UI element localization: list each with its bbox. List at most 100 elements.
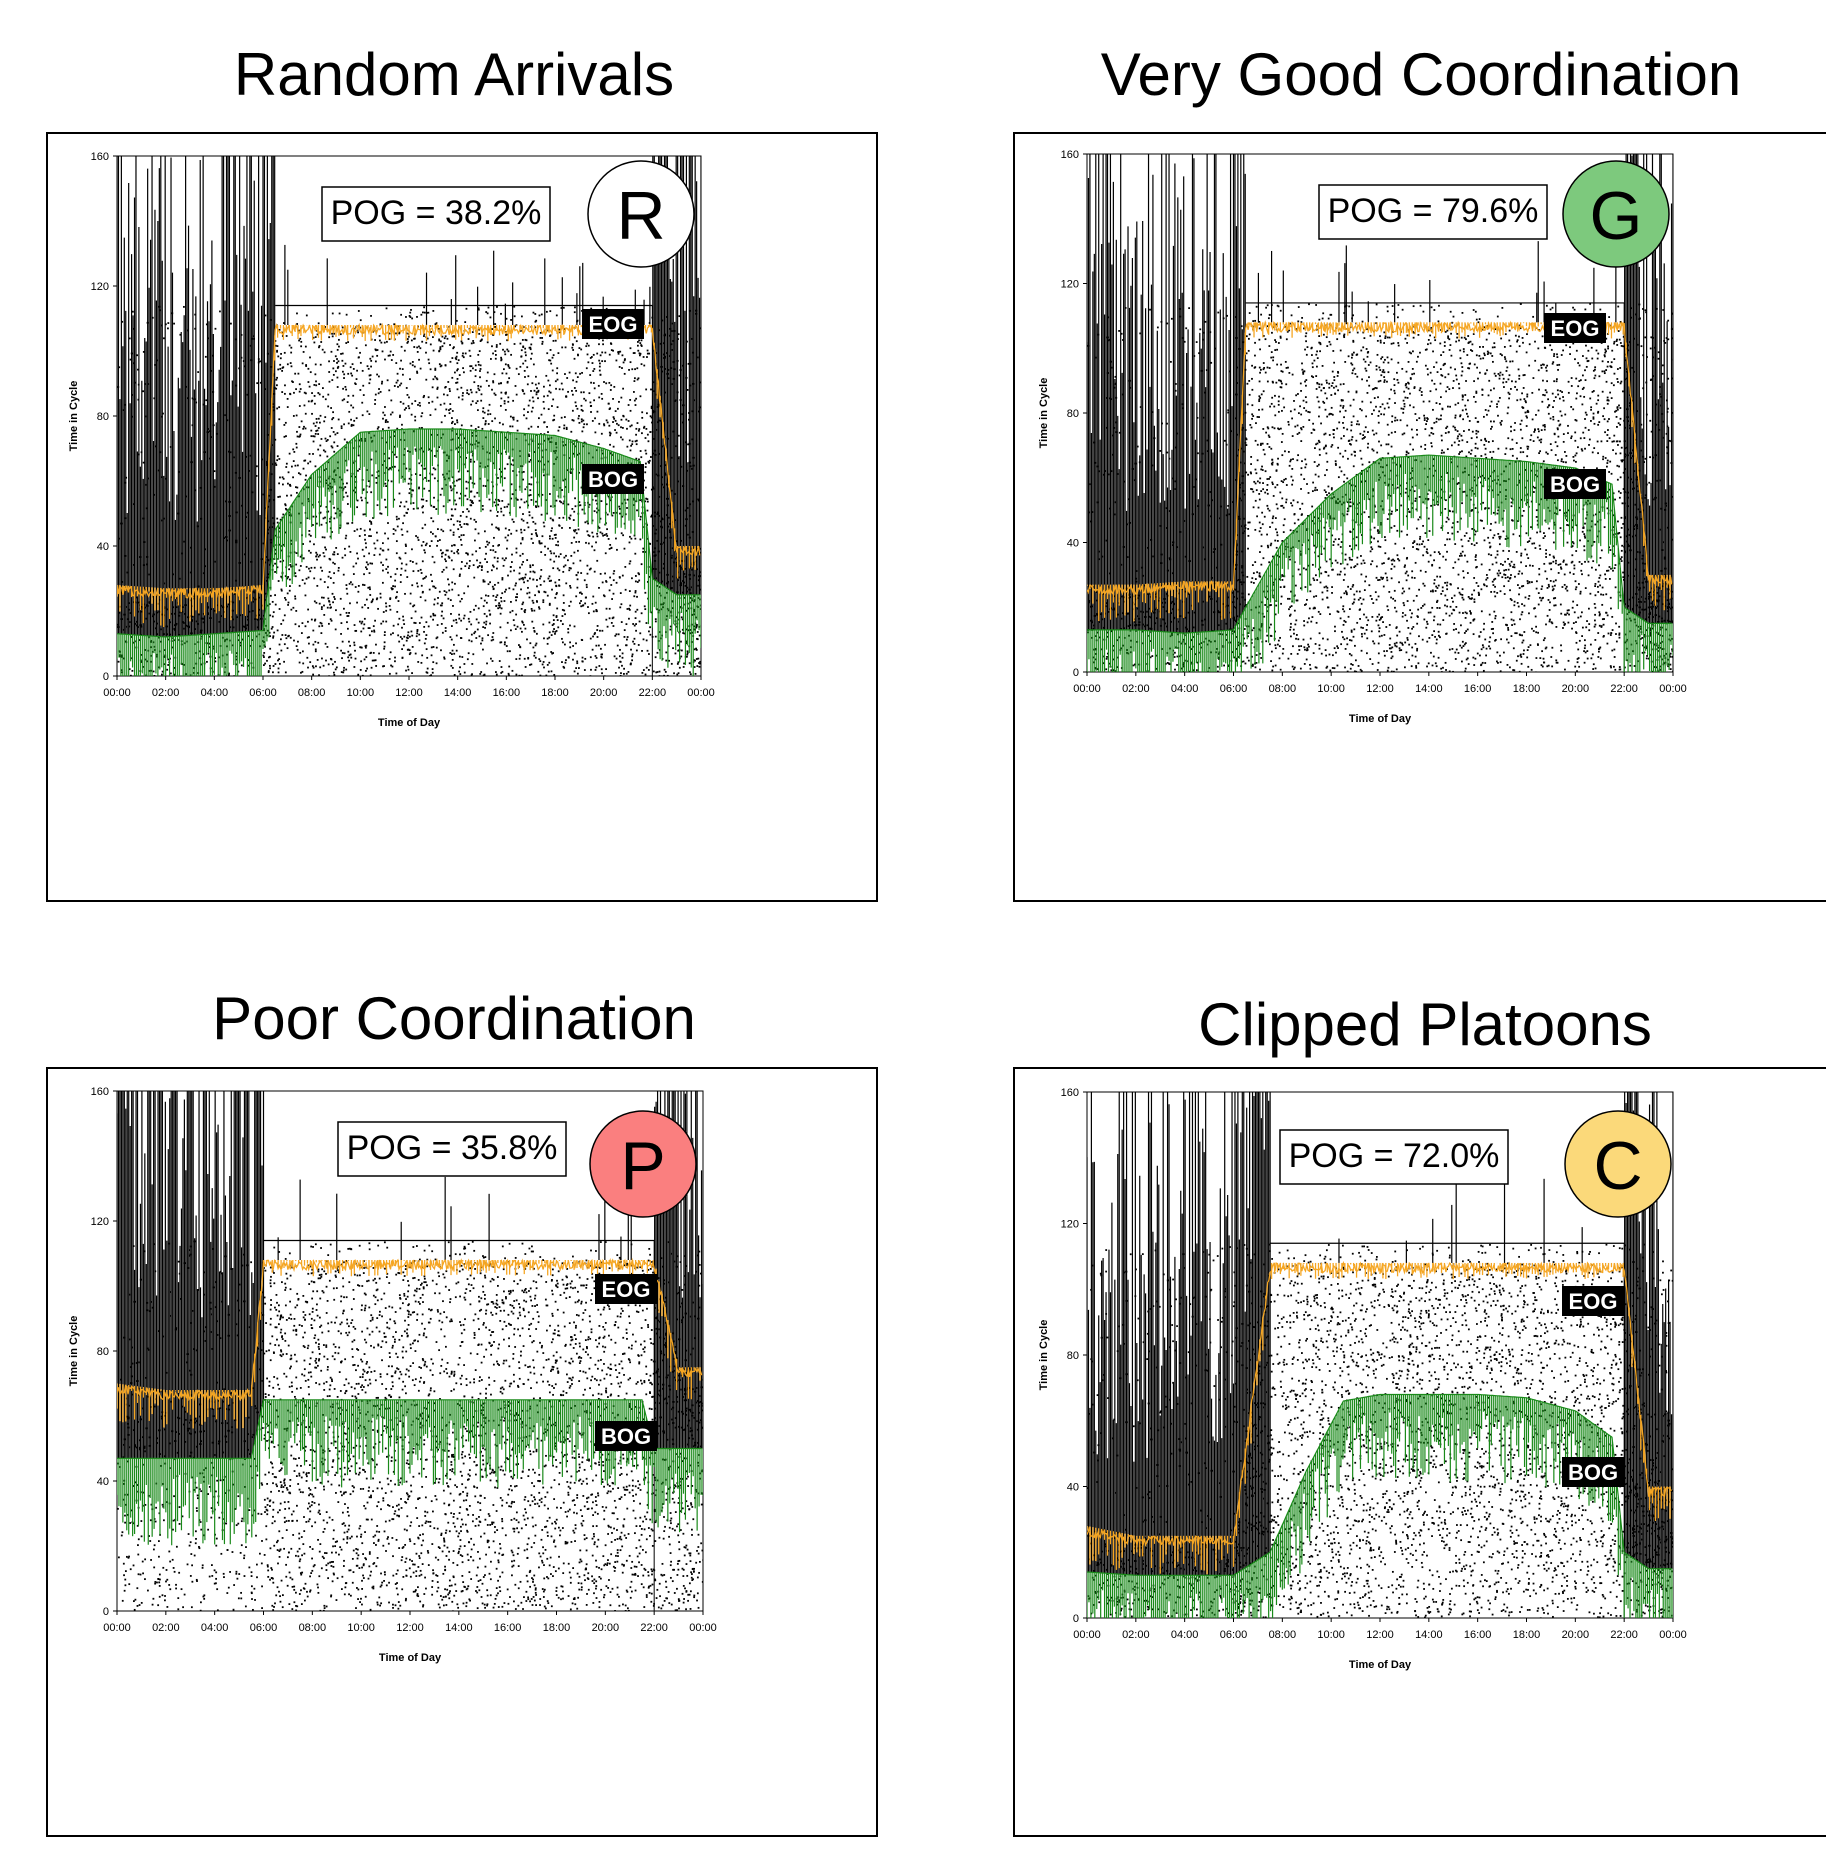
arrival-point xyxy=(303,582,306,585)
arrival-point xyxy=(648,630,650,633)
arrival-point xyxy=(425,378,428,381)
arrival-point xyxy=(543,433,546,436)
arrival-point xyxy=(368,382,371,385)
arrival-point xyxy=(482,626,485,628)
arrival-point xyxy=(283,424,286,426)
arrival-point xyxy=(384,358,386,361)
arrival-point xyxy=(540,313,543,316)
arrival-point xyxy=(612,349,614,352)
arrival-point xyxy=(532,570,535,573)
arrival-point xyxy=(615,633,618,636)
arrival-point xyxy=(520,355,523,358)
arrival-point xyxy=(312,435,315,438)
arrival-point xyxy=(286,406,289,408)
arrival-point xyxy=(401,423,403,426)
arrival-point xyxy=(560,307,563,309)
arrival-point xyxy=(416,372,419,374)
arrival-point xyxy=(675,561,678,564)
arrival-point xyxy=(457,446,460,449)
arrival-point xyxy=(475,637,478,639)
arrival-point xyxy=(455,479,458,482)
arrival-point xyxy=(692,456,695,459)
arrival-point xyxy=(626,608,629,610)
arrival-point xyxy=(599,572,602,575)
arrival-point xyxy=(389,575,392,578)
arrival-point xyxy=(427,311,430,314)
arrival-point xyxy=(284,503,287,506)
arrival-point xyxy=(576,319,579,322)
arrival-point xyxy=(140,451,143,454)
arrival-point xyxy=(506,463,509,466)
arrival-point xyxy=(194,489,197,492)
arrival-point xyxy=(641,416,644,419)
arrival-point xyxy=(452,534,455,536)
arrival-point xyxy=(491,328,494,330)
arrival-point xyxy=(442,473,445,476)
arrival-point xyxy=(680,539,683,542)
arrival-point xyxy=(550,670,553,673)
arrival-point xyxy=(267,532,269,535)
arrival-point xyxy=(416,346,419,349)
arrival-point xyxy=(464,565,467,568)
arrival-point xyxy=(369,674,372,676)
arrival-point xyxy=(183,663,186,666)
arrival-point xyxy=(511,425,514,428)
arrival-point xyxy=(542,400,545,403)
arrival-point xyxy=(511,518,514,521)
arrival-point xyxy=(303,391,306,394)
arrival-point xyxy=(295,491,298,494)
arrival-point xyxy=(592,635,594,638)
arrival-point xyxy=(598,665,601,667)
arrival-point xyxy=(383,634,386,637)
arrival-point xyxy=(312,422,315,425)
arrival-point xyxy=(268,631,271,634)
arrival-point xyxy=(455,319,458,322)
arrival-point xyxy=(688,662,691,665)
arrival-point xyxy=(656,584,658,587)
arrival-point xyxy=(357,584,360,587)
arrival-point xyxy=(376,373,379,376)
arrival-point xyxy=(304,412,307,415)
arrival-point xyxy=(600,653,603,656)
arrival-point xyxy=(609,432,612,435)
arrival-point xyxy=(389,467,392,470)
arrival-point xyxy=(267,671,270,674)
arrival-point xyxy=(520,608,523,610)
arrival-point xyxy=(431,671,434,674)
arrival-point xyxy=(625,672,628,675)
arrival-point xyxy=(609,576,612,579)
arrival-point xyxy=(592,595,595,598)
arrival-point xyxy=(405,316,407,318)
arrival-point xyxy=(662,603,665,606)
arrival-point xyxy=(677,434,680,437)
arrival-point xyxy=(379,547,382,550)
arrival-point xyxy=(459,524,462,526)
arrival-point xyxy=(405,387,408,389)
arrival-point xyxy=(279,357,282,360)
arrival-point xyxy=(498,528,500,531)
arrival-point xyxy=(640,563,643,566)
arrival-point xyxy=(649,415,652,418)
arrival-point xyxy=(645,639,648,642)
arrival-point xyxy=(652,410,655,412)
arrival-point xyxy=(578,667,580,669)
arrival-point xyxy=(233,675,236,676)
arrival-point xyxy=(323,469,326,472)
arrival-point xyxy=(484,545,487,548)
arrival-point xyxy=(524,376,526,378)
arrival-point xyxy=(428,588,431,591)
arrival-point xyxy=(518,644,520,646)
arrival-point xyxy=(474,364,477,367)
arrival-point xyxy=(307,608,310,611)
arrival-point xyxy=(430,540,433,543)
arrival-point xyxy=(461,394,464,397)
arrival-point xyxy=(377,426,380,429)
arrival-point xyxy=(672,510,675,513)
arrival-point xyxy=(604,643,606,646)
arrival-point xyxy=(698,381,701,384)
arrival-point xyxy=(469,355,472,357)
arrival-point xyxy=(493,311,496,314)
arrival-point xyxy=(609,544,612,546)
arrival-point xyxy=(332,581,335,584)
arrival-point xyxy=(536,387,538,390)
